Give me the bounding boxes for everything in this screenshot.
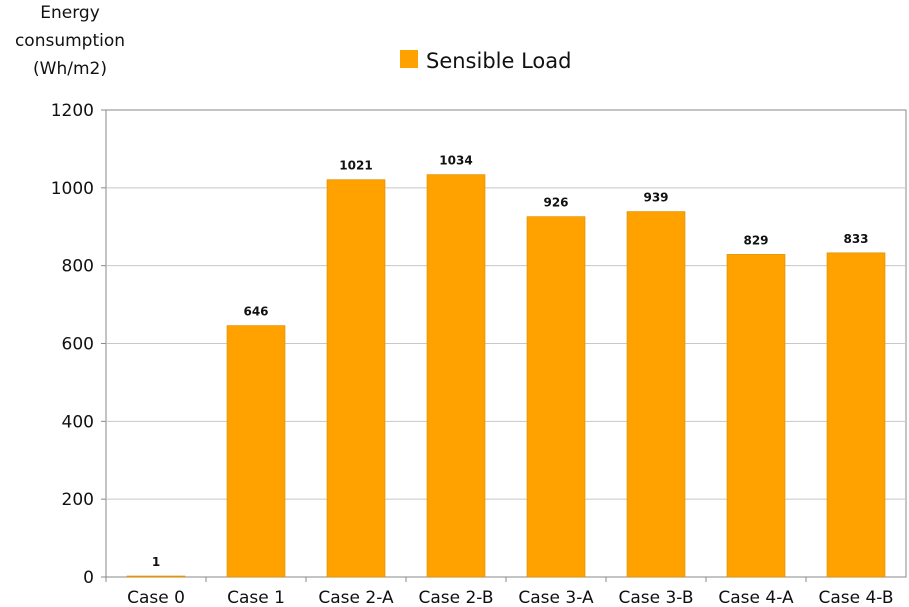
- y-axis-title-line-1: Energy: [40, 3, 100, 23]
- x-category-label: Case 4-A: [718, 588, 794, 607]
- data-label: 1021: [339, 159, 372, 173]
- bar: [526, 216, 586, 578]
- x-category-label: Case 4-B: [818, 588, 893, 607]
- x-category-label: Case 3-B: [618, 588, 693, 607]
- y-axis-title: Energy consumption (Wh/m2): [15, 3, 125, 79]
- bar: [126, 575, 186, 578]
- data-label: 1034: [439, 154, 472, 168]
- bar: [826, 252, 886, 578]
- y-axis-ticks: 0 200 400 600 800 1000 1200: [51, 101, 106, 588]
- bar: [326, 179, 386, 578]
- x-category-label: Case 2-B: [418, 588, 493, 607]
- y-tick-label: 200: [62, 490, 94, 510]
- bars: [126, 174, 886, 578]
- x-category-label: Case 1: [227, 588, 285, 607]
- x-category-label: Case 3-A: [518, 588, 594, 607]
- y-tick-label: 400: [62, 412, 94, 432]
- bar: [626, 211, 686, 578]
- y-axis-title-line-3: (Wh/m2): [33, 59, 107, 79]
- data-label: 646: [243, 305, 268, 319]
- x-category-label: Case 0: [127, 588, 185, 607]
- data-label: 926: [543, 196, 568, 210]
- y-tick-label: 600: [62, 335, 94, 355]
- legend-label-sensible-load: Sensible Load: [426, 49, 571, 73]
- bar: [226, 325, 286, 578]
- bar: [726, 254, 786, 578]
- y-tick-label: 0: [83, 568, 94, 588]
- data-label: 1: [152, 555, 160, 569]
- legend: Sensible Load: [400, 49, 571, 73]
- y-axis-title-line-2: consumption: [15, 31, 125, 51]
- legend-swatch-sensible-load: [400, 50, 418, 68]
- y-tick-label: 1000: [51, 179, 94, 199]
- data-label: 829: [743, 233, 768, 247]
- gridlines: [106, 187, 906, 500]
- y-tick-label: 1200: [51, 101, 94, 121]
- data-label: 939: [643, 191, 668, 205]
- x-axis-categories: Case 0 Case 1 Case 2-A Case 2-B Case 3-A Case…: [105, 577, 894, 607]
- x-category-label: Case 2-A: [318, 588, 394, 607]
- data-labels: 1 646 1021 1034 926 939 829 833: [152, 154, 869, 569]
- bar: [426, 174, 486, 578]
- data-label: 833: [843, 232, 868, 246]
- y-tick-label: 800: [62, 257, 94, 277]
